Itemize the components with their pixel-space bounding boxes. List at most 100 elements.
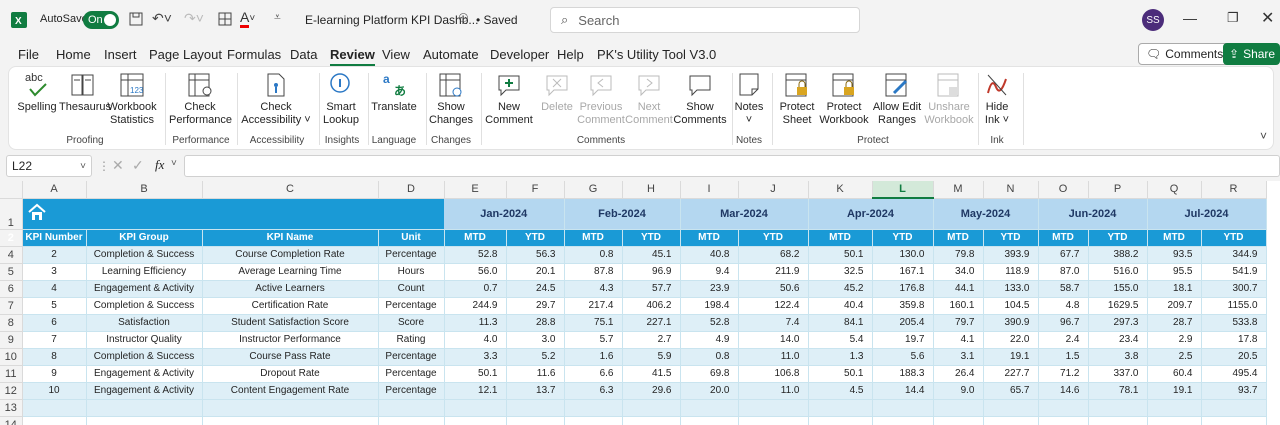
value-cell[interactable]: 75.1 — [564, 314, 623, 332]
show-comments-button[interactable]: Show Comments — [673, 71, 727, 127]
value-cell[interactable]: 344.9 — [1201, 246, 1267, 264]
kpi-group-cell[interactable]: Learning Efficiency — [86, 263, 203, 281]
fx-dropdown-icon[interactable]: ˅ — [171, 158, 177, 169]
column-header[interactable]: I — [680, 181, 739, 199]
value-cell[interactable]: 188.3 — [872, 365, 934, 383]
name-box[interactable]: L22 ˅ — [6, 155, 92, 177]
value-cell[interactable]: 65.7 — [983, 382, 1039, 400]
value-cell[interactable]: 390.9 — [983, 314, 1039, 332]
row-header[interactable]: 10 — [0, 348, 23, 366]
kpi-name-cell[interactable]: Certification Rate — [202, 297, 379, 315]
tab-data[interactable]: Data — [290, 47, 318, 62]
value-cell[interactable]: 29.7 — [506, 297, 565, 315]
empty-cell[interactable] — [983, 399, 1039, 417]
kpi-number-cell[interactable]: 4 — [22, 280, 87, 298]
value-cell[interactable]: 5.6 — [872, 348, 934, 366]
value-cell[interactable]: 388.2 — [1088, 246, 1148, 264]
tab-review[interactable]: Review — [330, 47, 375, 67]
value-cell[interactable]: 1.3 — [808, 348, 873, 366]
value-cell[interactable]: 96.9 — [622, 263, 681, 281]
value-cell[interactable]: 20.0 — [680, 382, 739, 400]
close-icon[interactable]: ✕ — [1261, 10, 1275, 27]
empty-cell[interactable] — [738, 399, 809, 417]
column-header[interactable]: C — [202, 181, 379, 199]
value-cell[interactable]: 12.1 — [444, 382, 507, 400]
empty-cell[interactable] — [738, 416, 809, 425]
column-header[interactable]: N — [983, 181, 1039, 199]
empty-cell[interactable] — [1147, 399, 1202, 417]
value-cell[interactable]: 22.0 — [983, 331, 1039, 349]
value-cell[interactable]: 3.0 — [506, 331, 565, 349]
comments-button[interactable]: 🗨 Comments — [1138, 43, 1232, 65]
tab-insert[interactable]: Insert — [104, 47, 137, 62]
unit-cell[interactable]: Percentage — [378, 365, 445, 383]
empty-cell[interactable] — [680, 416, 739, 425]
value-cell[interactable]: 50.6 — [738, 280, 809, 298]
value-cell[interactable]: 2.5 — [1147, 348, 1202, 366]
value-cell[interactable]: 2.7 — [622, 331, 681, 349]
protect-sheet-button[interactable]: Protect Sheet — [777, 71, 817, 127]
share-button[interactable]: ⇪ Share — [1223, 43, 1280, 65]
value-cell[interactable]: 9.0 — [933, 382, 984, 400]
column-header[interactable]: B — [86, 181, 203, 199]
value-cell[interactable]: 533.8 — [1201, 314, 1267, 332]
value-cell[interactable]: 5.2 — [506, 348, 565, 366]
value-cell[interactable]: 5.4 — [808, 331, 873, 349]
row-header[interactable]: 11 — [0, 365, 23, 383]
borders-icon[interactable] — [217, 11, 233, 27]
value-cell[interactable]: 406.2 — [622, 297, 681, 315]
column-header[interactable]: A — [22, 181, 87, 199]
column-header[interactable]: E — [444, 181, 507, 199]
unit-cell[interactable]: Score — [378, 314, 445, 332]
row-header[interactable]: 2 — [0, 229, 23, 247]
kpi-number-cell[interactable]: 7 — [22, 331, 87, 349]
value-cell[interactable]: 1.6 — [564, 348, 623, 366]
value-cell[interactable]: 14.4 — [872, 382, 934, 400]
spelling-button[interactable]: abc Spelling — [17, 71, 57, 114]
column-header[interactable]: G — [564, 181, 623, 199]
empty-cell[interactable] — [444, 416, 507, 425]
tab-developer[interactable]: Developer — [490, 47, 550, 62]
value-cell[interactable]: 18.1 — [1147, 280, 1202, 298]
empty-cell[interactable] — [680, 399, 739, 417]
undo-icon[interactable]: ↶˅ — [152, 10, 172, 26]
tab-automate[interactable]: Automate — [423, 47, 479, 62]
collapse-ribbon-icon[interactable]: ˅ — [1259, 129, 1267, 143]
value-cell[interactable]: 50.1 — [444, 365, 507, 383]
value-cell[interactable]: 58.7 — [1038, 280, 1089, 298]
row-header[interactable]: 4 — [0, 246, 23, 264]
kpi-group-cell[interactable]: Completion & Success — [86, 246, 203, 264]
value-cell[interactable]: 79.8 — [933, 246, 984, 264]
kpi-number-cell[interactable]: 5 — [22, 297, 87, 315]
value-cell[interactable]: 87.0 — [1038, 263, 1089, 281]
new-comment-button[interactable]: New Comment — [485, 71, 533, 127]
redo-icon[interactable]: ↷˅ — [184, 10, 204, 26]
value-cell[interactable]: 217.4 — [564, 297, 623, 315]
value-cell[interactable]: 23.9 — [680, 280, 739, 298]
unit-cell[interactable]: Percentage — [378, 348, 445, 366]
tab-formulas[interactable]: Formulas — [227, 47, 282, 62]
empty-cell[interactable] — [933, 399, 984, 417]
value-cell[interactable]: 57.7 — [622, 280, 681, 298]
unit-cell[interactable]: Hours — [378, 263, 445, 281]
tab-view[interactable]: View — [382, 47, 410, 62]
value-cell[interactable]: 337.0 — [1088, 365, 1148, 383]
allow-edit-ranges-button[interactable]: Allow Edit Ranges — [869, 71, 925, 127]
value-cell[interactable]: 118.9 — [983, 263, 1039, 281]
protect-workbook-button[interactable]: Protect Workbook — [819, 71, 869, 127]
select-all-corner[interactable] — [0, 181, 23, 199]
value-cell[interactable]: 7.4 — [738, 314, 809, 332]
column-header[interactable]: M — [933, 181, 984, 199]
kpi-group-cell[interactable]: Engagement & Activity — [86, 382, 203, 400]
value-cell[interactable]: 41.5 — [622, 365, 681, 383]
value-cell[interactable]: 2.4 — [1038, 331, 1089, 349]
value-cell[interactable]: 11.3 — [444, 314, 507, 332]
search-box[interactable]: ⌕ Search — [550, 7, 860, 33]
value-cell[interactable]: 205.4 — [872, 314, 934, 332]
kpi-group-cell[interactable]: Instructor Quality — [86, 331, 203, 349]
save-icon[interactable] — [128, 11, 144, 27]
column-header[interactable]: H — [622, 181, 681, 199]
column-header-selected[interactable]: L — [872, 181, 934, 199]
value-cell[interactable]: 516.0 — [1088, 263, 1148, 281]
value-cell[interactable]: 71.2 — [1038, 365, 1089, 383]
